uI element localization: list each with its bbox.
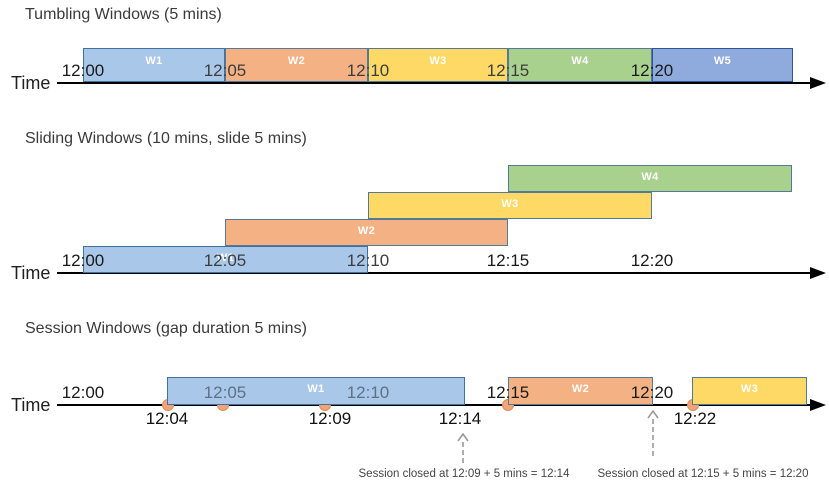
sliding-time-label: Time (11, 263, 51, 283)
session-axis-arrow-icon (810, 399, 826, 411)
sliding-tick-1215: 12:15 (486, 251, 530, 270)
window-label: W1 (216, 252, 235, 264)
window-label: W1 (145, 55, 163, 67)
sliding-timeline-axis (57, 272, 812, 274)
tumbling-timeline-axis (57, 82, 812, 84)
session-tick-1205: 12:05 (203, 383, 247, 402)
tumbling-window-w4: W4 (508, 48, 652, 82)
sliding-tick-1205: 12:05 (203, 251, 247, 270)
tumbling-tick-1220: 12:20 (630, 61, 674, 80)
event-label-1214: 12:14 (438, 409, 482, 428)
window-label: W2 (357, 225, 376, 237)
tumbling-window-w5: W5 (652, 48, 793, 82)
tumbling-window-w1: W1 (83, 48, 225, 82)
session-window-w2: W2 (508, 377, 653, 405)
sliding-tick-1210: 12:10 (346, 251, 390, 270)
event-label-1204: 12:04 (145, 409, 189, 428)
session-tick-1220: 12:20 (630, 383, 674, 402)
sliding-window-w4: W4 (508, 165, 792, 192)
event-label-1222: 12:22 (673, 409, 717, 428)
event-label-1209: 12:09 (308, 409, 352, 428)
session-window-w1: W1 (167, 377, 465, 405)
session-timeline-axis (57, 404, 812, 406)
window-label: W3 (740, 383, 759, 395)
sliding-axis-arrow-icon (810, 267, 826, 279)
sliding-tick-1220: 12:20 (630, 251, 674, 270)
tumbling-tick-1215: 12:15 (486, 61, 530, 80)
tumbling-time-label: Time (11, 73, 51, 93)
sliding-window-w1: W1 (83, 246, 368, 273)
window-label: W2 (287, 55, 306, 67)
session-tick-1215: 12:15 (486, 383, 530, 402)
window-label: W4 (571, 55, 589, 67)
window-label: W5 (713, 55, 732, 67)
session-tick-1210: 12:10 (346, 383, 390, 402)
session-tick-1200: 12:00 (61, 383, 105, 402)
window-label: W3 (501, 198, 519, 210)
session-window-w3: W3 (692, 377, 807, 405)
sliding-tick-1200: 12:00 (61, 251, 105, 270)
tumbling-tick-1205: 12:05 (203, 61, 247, 80)
window-label: W3 (429, 55, 447, 67)
sliding-title: Sliding Windows (10 mins, slide 5 mins) (25, 130, 307, 147)
session-title: Session Windows (gap duration 5 mins) (25, 320, 307, 337)
tumbling-tick-1200: 12:00 (61, 61, 105, 80)
sliding-window-w2: W2 (225, 219, 508, 246)
window-label: W2 (571, 383, 590, 395)
sliding-window-w3: W3 (368, 192, 652, 219)
tumbling-window-w3: W3 (368, 48, 508, 82)
tumbling-title: Tumbling Windows (5 mins) (25, 6, 222, 23)
tumbling-window-w2: W2 (225, 48, 368, 82)
tumbling-axis-arrow-icon (810, 77, 826, 89)
session-time-label: Time (11, 395, 51, 415)
dashed-up-arrow-icon (457, 433, 469, 464)
tumbling-tick-1210: 12:10 (346, 61, 390, 80)
window-label: W4 (641, 171, 659, 183)
session-close-annotation-2: Session closed at 12:15 + 5 mins = 12:20 (597, 468, 809, 480)
dashed-up-arrow-icon (647, 410, 659, 459)
session-close-annotation-1: Session closed at 12:09 + 5 mins = 12:14 (358, 468, 570, 480)
window-label: W1 (307, 383, 325, 395)
